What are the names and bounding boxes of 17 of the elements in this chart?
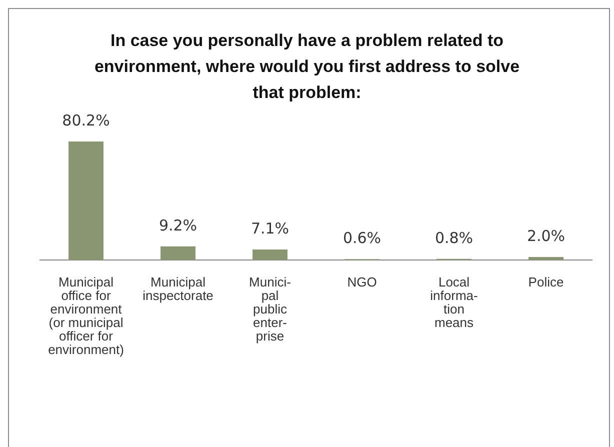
chart-title: In case you personally have a problem related to environment, where would you first address to solve that problem: (93, 30, 521, 104)
data-label: 9.2% (158, 216, 198, 234)
bar (68, 141, 104, 260)
data-label: 7.1% (250, 220, 290, 238)
x-tick-label: Police (528, 274, 564, 290)
x-tick-label: NGO (347, 274, 377, 290)
x-tick-label: Municipal inspectorate (142, 274, 214, 303)
x-tick-label: Munici- pal public enter- prise (249, 274, 291, 344)
data-label: 0.6% (342, 229, 382, 248)
x-tick-label: Municipal office for environment (or municipal officer for environment) (48, 274, 124, 357)
data-label: 2.0% (526, 227, 566, 246)
bar (252, 250, 288, 260)
bar (528, 257, 564, 260)
x-tick-label: Local informa- tion means (430, 274, 478, 330)
bar (160, 246, 196, 260)
data-label: 0.8% (434, 228, 474, 247)
data-label: 80.2% (62, 111, 110, 130)
